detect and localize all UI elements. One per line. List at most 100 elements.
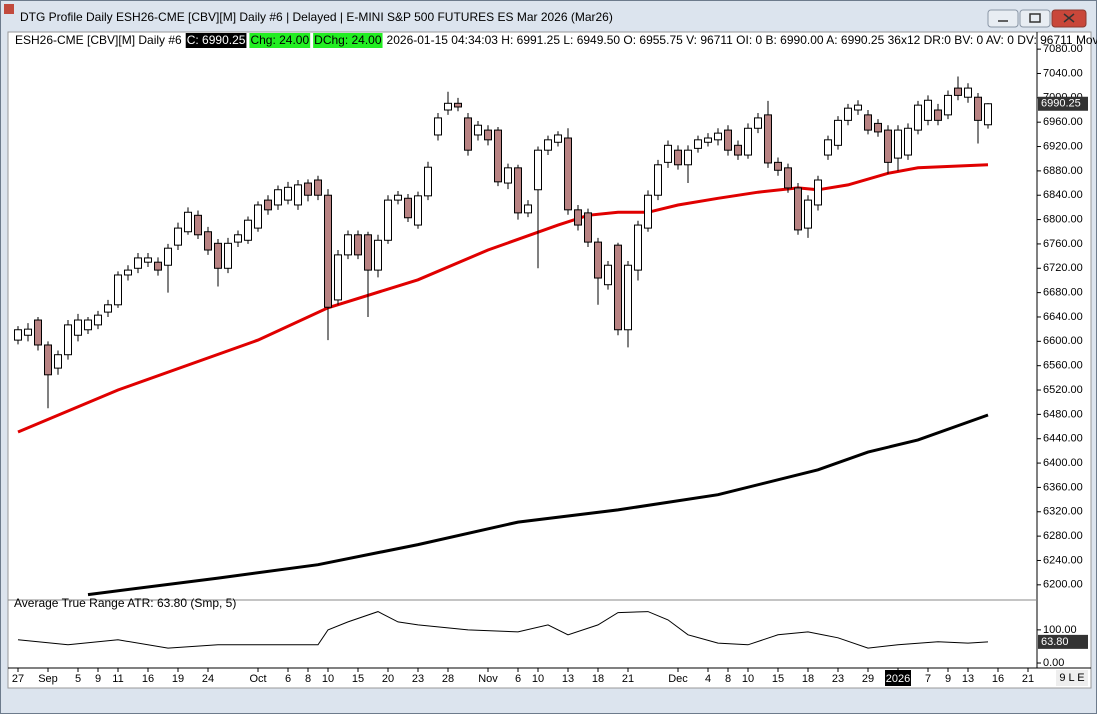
candle-body (854, 104, 862, 111)
x-tick-label: 16 (142, 673, 154, 685)
header-badge (185, 33, 247, 48)
header-text: 2026-01-15 04:34:03 H: 6991.25 L: 6949.5… (387, 33, 1097, 47)
last-value-label: 63.80 (1041, 636, 1069, 648)
candle-body (464, 117, 472, 151)
x-tick-label: 5 (75, 673, 81, 685)
candle-body (814, 179, 822, 206)
last-value-label: 6990.25 (1041, 98, 1081, 110)
window-buttons[interactable] (987, 9, 1087, 28)
candle-body (24, 328, 32, 336)
candle-body (174, 227, 182, 246)
y-tick-label: 6800.00 (1043, 213, 1083, 225)
x-tick-label: 21 (622, 673, 634, 685)
x-tick-label: 18 (802, 673, 814, 685)
y-tick-label: 6480.00 (1043, 408, 1083, 420)
indicator-title: Average True Range ATR: 63.80 (Smp, 5) (14, 596, 236, 610)
x-tick-label: 23 (412, 673, 424, 685)
y-tick-label: 6600.00 (1043, 335, 1083, 347)
candle-body (954, 87, 962, 96)
candle-body (884, 129, 892, 163)
x-tick-label: 19 (172, 673, 184, 685)
candle-body (414, 195, 422, 226)
candle-body (114, 274, 122, 306)
maximize-button[interactable] (1019, 9, 1051, 28)
candle-body (874, 122, 882, 133)
candle-body (914, 104, 922, 131)
y-tick-label: 6880.00 (1043, 165, 1083, 177)
x-tick-label: Sep (38, 673, 58, 685)
candle-body (304, 182, 312, 196)
x-tick-label: 20 (382, 673, 394, 685)
candle-body (454, 102, 462, 108)
y-tick-label: 100.00 (1043, 624, 1077, 636)
y-tick-label: 6520.00 (1043, 384, 1083, 396)
candle-body (484, 129, 492, 141)
corner-label: 9 L E (1059, 672, 1084, 684)
candle-body (394, 194, 402, 201)
header-badge (249, 33, 311, 48)
candle-body (354, 234, 362, 256)
candle-body (924, 99, 932, 121)
x-tick-label: 7 (925, 673, 931, 685)
candle-body (244, 219, 252, 241)
candle-body (274, 189, 282, 206)
y-tick-label: 6760.00 (1043, 238, 1083, 250)
x-tick-label: 23 (832, 673, 844, 685)
minimize-button[interactable] (987, 9, 1019, 28)
candle-body (964, 87, 972, 98)
candle-body (724, 129, 732, 151)
atr-line (17, 611, 989, 649)
y-tick-label: 6320.00 (1043, 506, 1083, 518)
candle-body (654, 164, 662, 196)
moving-average (87, 413, 989, 597)
y-tick-label: 6640.00 (1043, 311, 1083, 323)
candle-body (84, 319, 92, 331)
candle-body (624, 264, 632, 331)
corner-box (1056, 670, 1088, 686)
candle-body (904, 127, 912, 156)
candle-body (54, 354, 62, 369)
candle-body (224, 242, 232, 269)
chart-area (7, 31, 1092, 689)
app-icon (4, 4, 14, 14)
y-tick-label: 6240.00 (1043, 554, 1083, 566)
x-tick-label: 13 (562, 673, 574, 685)
plot: 6200.006240.006280.006320.006360.006400.… (12, 43, 1088, 686)
x-tick-label: Nov (478, 673, 498, 685)
x-tick-label: 6 (515, 673, 521, 685)
y-tick-label: 6440.00 (1043, 433, 1083, 445)
candle-body (324, 194, 332, 308)
y-tick-label: 7080.00 (1043, 43, 1083, 55)
candle-body (974, 96, 982, 121)
x-tick-label: 8 (305, 673, 311, 685)
candle-body (434, 117, 442, 136)
candle-body (714, 132, 722, 141)
candle-body (604, 264, 612, 286)
candle-body (184, 211, 192, 233)
candle-body (44, 344, 52, 376)
candle-body (364, 234, 372, 271)
candle-body (824, 139, 832, 156)
candle-body (584, 212, 592, 243)
x-tick-label: 9 (945, 673, 951, 685)
candle-body (164, 247, 172, 266)
candle-body (134, 257, 142, 269)
header-text: ESH26-CME [CBV][M] Daily #6 (15, 33, 182, 47)
candle-body (754, 117, 762, 129)
candle-body (984, 103, 992, 126)
candle-body (514, 167, 522, 214)
candle-body (744, 127, 752, 156)
candle-body (424, 166, 432, 197)
candle-body (494, 129, 502, 183)
candle-body (894, 129, 902, 159)
x-tick-label: 13 (962, 673, 974, 685)
candle-body (614, 244, 622, 331)
candle-body (144, 257, 152, 263)
candle-body (684, 149, 692, 166)
candle-body (764, 114, 772, 164)
y-tick-label: 6920.00 (1043, 140, 1083, 152)
candle-body (154, 261, 162, 271)
window-title: DTG Profile Daily ESH26-CME [CBV][M] Dai… (20, 10, 613, 24)
